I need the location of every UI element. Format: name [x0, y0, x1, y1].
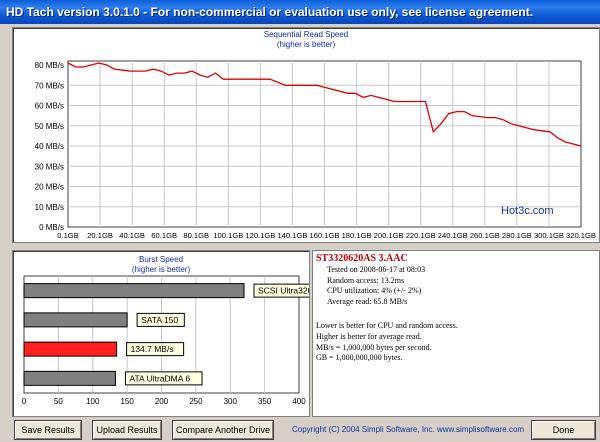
read-y-tick-label: 80 MB/s [35, 61, 64, 70]
burst-x-tick-label: 300 [224, 397, 238, 406]
read-y-tick-label: 10 MB/s [35, 203, 64, 212]
average-read: Average read: 65.8 MB/s [327, 296, 408, 306]
save-results-label: Save Results [21, 425, 75, 435]
burst-x-tick-label: 350 [258, 397, 272, 406]
read-x-tick-label: 60.1GB [151, 231, 177, 240]
burst-bar-label-box [126, 342, 185, 357]
upload-results-button[interactable]: Upload Results [92, 420, 162, 440]
save-results-button[interactable]: Save Results [14, 420, 82, 440]
burst-x-tick-label: 400 [292, 397, 306, 406]
read-y-tick-label: 30 MB/s [35, 162, 64, 171]
read-x-tick-label: 120.1GB [245, 231, 275, 240]
burst-x-tick-label: 100 [86, 397, 100, 406]
burst-bar-label-box [253, 283, 309, 298]
burst-bar [23, 370, 116, 386]
note-mb-definition: MB/s = 1,000,000 bytes per second. [316, 342, 432, 352]
burst-bar-label: ATA UltraDMA 6 [129, 373, 190, 383]
done-button[interactable]: Done [531, 420, 596, 440]
compare-drive-label: Compare Another Drive [175, 425, 271, 435]
burst-bar [23, 341, 118, 357]
read-x-tick-label: 200.1GB [374, 231, 404, 240]
copyright-link[interactable]: Copyright (C) 2004 Simpli Software, Inc.… [292, 425, 525, 434]
burst-speed-panel: Burst Speed (higher is better) 0 50 100 150… [12, 250, 310, 417]
burst-speed-chart: 0 50 100 150 200 250 300 350 400 SCSI Ultra320 SAT… [22, 275, 309, 406]
burst-bar-label: 134.7 MB/s [131, 344, 174, 354]
read-chart-title: Sequential Read Speed (higher is better) [13, 30, 599, 50]
burst-bar [23, 312, 128, 328]
burst-x-tick-label: 50 [54, 397, 63, 406]
burst-bar-label: SCSI Ultra320 [258, 286, 309, 296]
upload-results-label: Upload Results [96, 425, 158, 435]
note-lower-better: Lower is better for CPU and random acces… [316, 321, 458, 330]
read-speed-chart: 80 MB/s 70 MB/s 60 MB/s 50 MB/s 40 MB/s 30 MB… [35, 60, 596, 240]
random-access: Random access: 13.2ms [327, 275, 405, 285]
read-y-tick-label: 60 MB/s [35, 102, 64, 111]
read-y-tick-label: 0 MB/s [39, 223, 64, 232]
burst-x-tick-label: 200 [155, 397, 169, 406]
read-y-tick-label: 40 MB/s [35, 142, 64, 151]
burst-chart-title-line1: Burst Speed [138, 255, 184, 264]
read-x-tick-label: 0.1GB [57, 231, 79, 240]
read-speed-panel: Sequential Read Speed (higher is better)… [12, 27, 600, 243]
cpu-utilization: CPU utilization: 4% (+/- 2%) [327, 286, 422, 295]
read-x-tick-label: 40.1GB [119, 231, 145, 240]
burst-bar-label-box [136, 312, 185, 327]
read-x-tick-label: 160.1GB [310, 231, 340, 240]
burst-x-tick-label: 250 [189, 397, 203, 406]
burst-chart-title: Burst Speed (higher is better) [13, 255, 309, 275]
read-x-tick-label: 240.1GB [438, 231, 468, 240]
drive-name: ST3320620AS 3.AAC [316, 253, 408, 264]
window-title: HD Tach version 3.0.1.0 - For non-commer… [6, 5, 534, 19]
compare-drive-button[interactable]: Compare Another Drive [172, 420, 274, 440]
read-chart-title-line2: (higher is better) [276, 40, 336, 49]
read-x-tick-label: 280.1GB [502, 231, 532, 240]
read-y-tick-label: 50 MB/s [35, 122, 64, 131]
read-x-tick-label: 300.1GB [534, 231, 564, 240]
tested-on: Tested on 2008-06-17 at 08:03 [327, 265, 426, 274]
burst-bar-label: SATA 150 [141, 315, 178, 325]
read-x-tick-label: 100.1GB [213, 231, 243, 240]
burst-x-tick-label: 0 [22, 397, 27, 406]
read-y-tick-label: 70 MB/s [35, 81, 64, 90]
read-x-tick-label: 80.1GB [183, 231, 209, 240]
read-x-tick-label: 220.1GB [406, 231, 436, 240]
read-x-tick-label: 20.1GB [87, 231, 113, 240]
burst-bar-label-box [124, 371, 203, 386]
title-bar: HD Tach version 3.0.1.0 - For non-commer… [0, 0, 600, 24]
note-higher-better: Higher is better for average read. [316, 331, 422, 341]
note-gb-definition: GB = 1,000,000,000 bytes. [316, 353, 403, 363]
read-x-tick-label: 320.1GB [566, 231, 596, 240]
burst-bar [23, 283, 245, 299]
burst-x-tick-label: 150 [120, 397, 134, 406]
watermark: Hot3c.com [501, 205, 554, 217]
read-x-tick-label: 180.1GB [342, 231, 372, 240]
read-chart-title-line1: Sequential Read Speed [263, 30, 349, 39]
read-x-tick-label: 140.1GB [277, 231, 307, 240]
burst-chart-title-line2: (higher is better) [131, 265, 191, 274]
read-speed-line [67, 62, 582, 147]
results-info-panel: ST3320620AS 3.AAC Tested on 2008-06-17 a… [312, 250, 600, 417]
read-x-tick-label: 260.1GB [470, 231, 500, 240]
done-label: Done [552, 425, 575, 435]
read-y-tick-label: 20 MB/s [35, 183, 64, 192]
